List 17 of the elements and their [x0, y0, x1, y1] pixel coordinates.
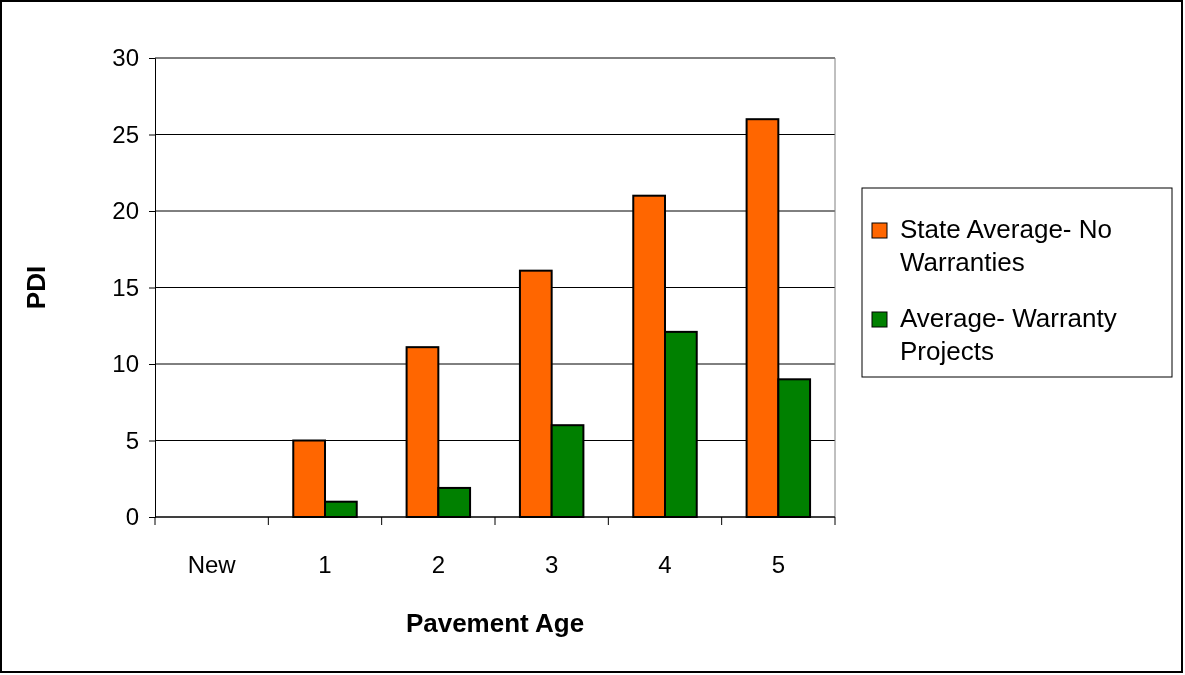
y-tick-label: 20 — [112, 197, 139, 225]
y-tick-label: 30 — [112, 44, 139, 72]
x-axis-title: Pavement Age — [405, 608, 585, 638]
x-tick-label: New — [187, 551, 237, 578]
x-tick-label: 5 — [771, 551, 786, 578]
y-tick-label: 10 — [112, 350, 139, 378]
y-tick-label: 0 — [125, 503, 139, 531]
x-tick-label: 3 — [544, 551, 559, 578]
legend-label: State Average- No Warranties — [900, 214, 1112, 277]
legend-label: Average- Warranty Projects — [900, 303, 1117, 366]
x-tick-label: 2 — [431, 551, 446, 578]
x-tick-label: 4 — [658, 551, 672, 578]
y-tick-label: 5 — [125, 426, 139, 454]
y-tick-label: 15 — [112, 273, 139, 301]
x-tick-label: 1 — [318, 551, 332, 578]
y-axis-title: PDI — [21, 265, 51, 310]
y-tick-label: 25 — [112, 120, 139, 148]
